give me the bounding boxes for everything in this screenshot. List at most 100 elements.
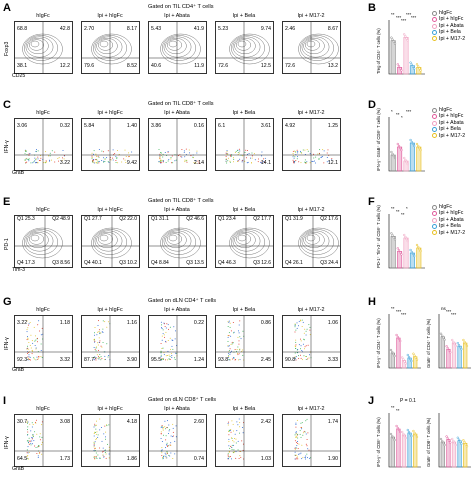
cell-event xyxy=(299,150,301,152)
data-point xyxy=(405,237,408,241)
cell-event xyxy=(189,152,191,154)
legend: hIgFc Ipi + hIgFc Ipi + Abata Ipi + Bela Ipi… xyxy=(432,107,465,139)
data-point xyxy=(439,332,443,335)
cell-event xyxy=(162,457,164,459)
density-contour xyxy=(229,33,270,65)
cell-event xyxy=(36,433,38,435)
cell-event xyxy=(96,354,98,356)
cell-event xyxy=(114,153,116,155)
cell-event xyxy=(101,150,103,152)
cell-event xyxy=(93,456,95,458)
cell-event xyxy=(34,431,36,433)
cell-event xyxy=(99,429,101,431)
cell-event xyxy=(308,357,310,359)
bar xyxy=(413,433,418,468)
cell-event xyxy=(93,162,95,164)
cell-event xyxy=(227,336,229,338)
cell-event xyxy=(238,418,240,420)
cell-event xyxy=(231,341,233,343)
legend: hIgFc Ipi + hIgFc Ipi + Abata Ipi + Bela Ipi… xyxy=(432,10,465,42)
bar xyxy=(416,146,422,172)
cell-event xyxy=(94,448,96,450)
cell-event xyxy=(314,160,316,162)
cell-event xyxy=(296,158,298,160)
legend-item: Ipi + Bela xyxy=(432,223,465,229)
facs-plot: 3.86 0.16 2.14 xyxy=(148,118,207,171)
cell-event xyxy=(95,428,97,430)
bar xyxy=(403,237,409,269)
cell-event xyxy=(231,350,233,352)
cell-event xyxy=(292,153,294,155)
cell-event xyxy=(97,357,99,359)
cell-event xyxy=(93,358,95,360)
cell-event xyxy=(228,430,230,432)
cell-event xyxy=(186,159,188,161)
data-point xyxy=(460,442,463,445)
significance-label: *** xyxy=(446,309,452,314)
cell-event xyxy=(294,440,296,442)
cell-event xyxy=(63,155,65,157)
gating-title: Gated on dLN CD4⁺ T cells xyxy=(148,298,217,304)
density-contour xyxy=(160,227,201,259)
cell-event xyxy=(306,445,308,447)
cell-event xyxy=(35,422,37,424)
cell-event xyxy=(226,151,228,153)
quadrant-lower-right-value: 1.90 xyxy=(327,455,338,462)
data-point xyxy=(397,65,401,68)
quadrant-lower-left-value: 72.6 xyxy=(218,62,229,69)
bar-chart-svg xyxy=(388,20,425,75)
data-point xyxy=(414,356,417,359)
cell-event xyxy=(306,453,308,455)
cell-event xyxy=(26,336,28,338)
facs-plot: 1.74 1.90 xyxy=(282,414,341,467)
data-point xyxy=(390,232,393,235)
data-point xyxy=(395,333,398,337)
cell-event xyxy=(309,457,311,459)
significance-label: * xyxy=(391,109,393,114)
group-label: hIgFc xyxy=(36,110,50,116)
cell-event xyxy=(26,455,28,457)
facs-density xyxy=(216,22,273,73)
data-point xyxy=(439,437,443,441)
cell-event xyxy=(98,148,100,150)
quadrant-upper-left-value: 2.70 xyxy=(84,26,95,32)
cell-event xyxy=(258,158,260,160)
cell-event xyxy=(27,426,29,428)
significance-label: ** xyxy=(391,306,395,311)
facs-plot: 4.18 1.86 xyxy=(81,414,140,467)
cell-event xyxy=(35,159,37,161)
cell-event xyxy=(254,159,256,161)
bar xyxy=(407,432,412,468)
cell-event xyxy=(294,448,296,450)
cell-event xyxy=(37,337,39,339)
cell-event xyxy=(295,431,297,433)
cell-event xyxy=(308,449,310,451)
facs-density xyxy=(149,22,206,73)
cell-event xyxy=(93,442,95,444)
cell-event xyxy=(104,359,106,361)
cell-event xyxy=(32,436,34,438)
quadrant-upper-right-value: 2.60 xyxy=(193,419,204,425)
bar-chart xyxy=(385,210,435,279)
cell-event xyxy=(117,162,119,164)
cell-event xyxy=(168,424,170,426)
cell-event xyxy=(28,440,30,442)
cell-event xyxy=(166,444,168,446)
cell-event xyxy=(244,151,246,153)
cell-event xyxy=(165,447,167,449)
cell-event xyxy=(226,162,228,164)
facs-density xyxy=(283,216,340,267)
quadrant-lower-left-value: 40.6 xyxy=(151,62,162,69)
density-contour xyxy=(230,35,266,61)
cell-event xyxy=(228,345,230,347)
cell-event xyxy=(295,447,297,449)
cell-event xyxy=(170,435,172,437)
cell-event xyxy=(294,331,296,333)
cell-event xyxy=(295,347,297,349)
cell-event xyxy=(163,354,165,356)
cell-event xyxy=(298,443,300,445)
cell-event xyxy=(41,424,43,426)
data-point xyxy=(409,432,412,436)
cell-event xyxy=(168,354,170,356)
cell-event xyxy=(228,320,230,322)
